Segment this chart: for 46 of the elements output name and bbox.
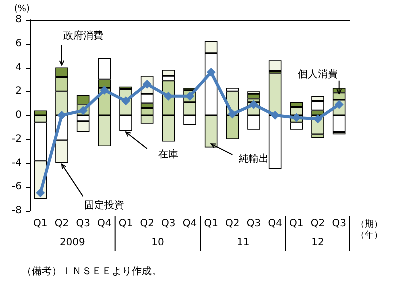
x2-axis-title: （年） [356, 230, 383, 241]
y-tick-label: -2 [12, 134, 22, 145]
text: 政府消費 [63, 30, 104, 42]
x-tick-label: Q1 [204, 218, 218, 230]
y-tick-label: -8 [12, 206, 22, 216]
x-tick-label: Q4 [182, 218, 198, 230]
y-tick-label: 4 [16, 62, 22, 74]
text: 10 [152, 238, 164, 248]
text: 純輸出 [239, 153, 269, 166]
text: 12 [312, 238, 324, 248]
x-tick-label: Q1 [118, 218, 134, 230]
point [228, 110, 238, 119]
text: 在庫 [158, 148, 179, 160]
x-tick-label: Q3 [246, 218, 262, 230]
y-tick-label: -4 [12, 158, 22, 169]
point [36, 188, 46, 198]
y-tick-label: -6 [12, 182, 22, 193]
point [270, 111, 280, 120]
series-label: 個人消費 [298, 68, 338, 80]
text: 固定投資 [84, 200, 125, 212]
point [100, 86, 110, 95]
y-tick-label: 2 [16, 86, 22, 98]
x-tick-label: Q2 [54, 218, 70, 230]
x-tick-label: Q4 [98, 218, 112, 230]
x-tick-label: Q3 [332, 218, 346, 230]
y-axis-title: (%) [14, 4, 30, 14]
x-tick-label: Q2 [310, 218, 326, 230]
point [206, 68, 216, 78]
x-tick-label: Q4 [268, 218, 282, 230]
text: （備考）ＩＮＳＥＥより作成。 [22, 266, 162, 278]
point [314, 114, 322, 124]
y-tick-label: 6 [16, 38, 22, 50]
text: 11 [236, 238, 250, 248]
x-axis-title: （期） [356, 219, 383, 230]
x-tick-label: Q3 [162, 218, 176, 230]
y-tick-label: 8 [16, 14, 22, 26]
x-tick-label: Q3 [76, 218, 90, 230]
y-tick-label: 0 [16, 110, 22, 121]
x-tick-label: Q2 [226, 218, 240, 230]
bar [268, 60, 282, 72]
bar [248, 94, 260, 99]
text: 2009 [60, 238, 86, 248]
x-tick-label: Q2 [140, 218, 154, 230]
x-tick-label: Q1 [34, 218, 48, 230]
point [58, 111, 66, 120]
x-tick-label: Q1 [290, 218, 304, 230]
